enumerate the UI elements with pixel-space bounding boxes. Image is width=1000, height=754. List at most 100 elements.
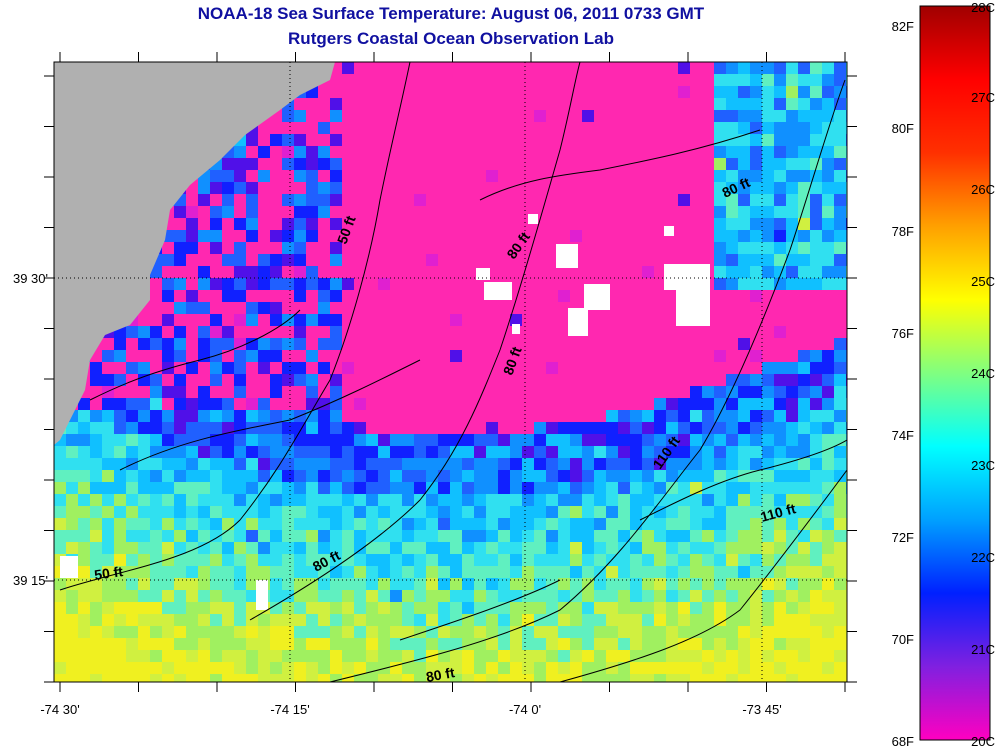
sst-cell xyxy=(174,638,186,650)
sst-cell xyxy=(570,266,582,278)
sst-cell xyxy=(810,158,822,170)
sst-cell xyxy=(366,650,378,662)
sst-cell xyxy=(510,338,522,350)
sst-cell xyxy=(450,566,462,578)
sst-cell xyxy=(702,350,714,362)
sst-cell xyxy=(834,74,846,86)
sst-cell xyxy=(822,446,834,458)
sst-cell xyxy=(606,482,618,494)
sst-cell xyxy=(354,110,366,122)
sst-cell xyxy=(654,422,666,434)
sst-cell xyxy=(810,182,822,194)
sst-cell xyxy=(414,410,426,422)
sst-cell xyxy=(294,146,306,158)
sst-cell xyxy=(630,110,642,122)
sst-cell xyxy=(78,662,90,674)
sst-cell xyxy=(438,122,450,134)
sst-cell xyxy=(786,398,798,410)
sst-cell xyxy=(654,314,666,326)
sst-cell xyxy=(726,638,738,650)
sst-cell xyxy=(426,398,438,410)
sst-cell xyxy=(198,446,210,458)
sst-cell xyxy=(354,434,366,446)
sst-cell xyxy=(474,494,486,506)
sst-cell xyxy=(702,398,714,410)
sst-cell xyxy=(606,386,618,398)
sst-cell xyxy=(654,74,666,86)
sst-cell xyxy=(318,194,330,206)
sst-cell xyxy=(582,122,594,134)
sst-cell xyxy=(378,386,390,398)
sst-cell xyxy=(750,86,762,98)
sst-cell xyxy=(702,134,714,146)
sst-cell xyxy=(186,302,198,314)
sst-cell xyxy=(666,194,678,206)
sst-cell xyxy=(378,182,390,194)
sst-cell xyxy=(570,278,582,290)
sst-cell xyxy=(762,566,774,578)
sst-cell xyxy=(306,566,318,578)
sst-cell xyxy=(282,362,294,374)
sst-cell xyxy=(558,626,570,638)
sst-cell xyxy=(690,182,702,194)
sst-cell xyxy=(366,362,378,374)
sst-cell xyxy=(786,74,798,86)
sst-cell xyxy=(462,194,474,206)
sst-cell xyxy=(114,554,126,566)
sst-cell xyxy=(630,422,642,434)
sst-cell xyxy=(426,410,438,422)
sst-cell xyxy=(750,506,762,518)
sst-cell xyxy=(270,446,282,458)
sst-cell xyxy=(606,518,618,530)
sst-cell xyxy=(750,194,762,206)
sst-cell xyxy=(498,110,510,122)
sst-cell xyxy=(414,290,426,302)
sst-cell xyxy=(690,134,702,146)
sst-cell xyxy=(294,362,306,374)
sst-cell xyxy=(810,326,822,338)
sst-cell xyxy=(426,194,438,206)
sst-cell xyxy=(606,230,618,242)
sst-cell xyxy=(450,542,462,554)
sst-cell xyxy=(534,422,546,434)
sst-cell xyxy=(714,254,726,266)
sst-cell xyxy=(510,482,522,494)
sst-cell xyxy=(762,506,774,518)
sst-cell xyxy=(462,98,474,110)
sst-cell xyxy=(810,650,822,662)
sst-cell xyxy=(630,254,642,266)
sst-cell xyxy=(78,422,90,434)
sst-cell xyxy=(402,74,414,86)
sst-cell xyxy=(822,482,834,494)
sst-cell xyxy=(294,422,306,434)
sst-cell xyxy=(738,674,750,682)
sst-cell xyxy=(366,266,378,278)
sst-cell xyxy=(486,590,498,602)
sst-cell xyxy=(318,350,330,362)
sst-cell xyxy=(822,458,834,470)
sst-cell xyxy=(666,110,678,122)
sst-cell xyxy=(210,302,222,314)
sst-cell xyxy=(414,662,426,674)
sst-cell xyxy=(378,266,390,278)
sst-cell xyxy=(234,446,246,458)
sst-cell xyxy=(402,410,414,422)
sst-cell xyxy=(702,446,714,458)
depth-contours xyxy=(59,62,847,682)
sst-cell xyxy=(750,638,762,650)
sst-cell xyxy=(774,254,786,266)
sst-cell xyxy=(486,626,498,638)
sst-cell xyxy=(162,566,174,578)
sst-cell xyxy=(750,614,762,626)
sst-cell xyxy=(354,242,366,254)
sst-cell xyxy=(294,470,306,482)
sst-cell xyxy=(474,206,486,218)
sst-cell xyxy=(198,386,210,398)
sst-cell xyxy=(486,110,498,122)
sst-cell xyxy=(306,458,318,470)
sst-cell xyxy=(798,278,810,290)
sst-cell xyxy=(714,542,726,554)
sst-cell xyxy=(258,374,270,386)
sst-cell xyxy=(822,134,834,146)
sst-cell xyxy=(354,410,366,422)
